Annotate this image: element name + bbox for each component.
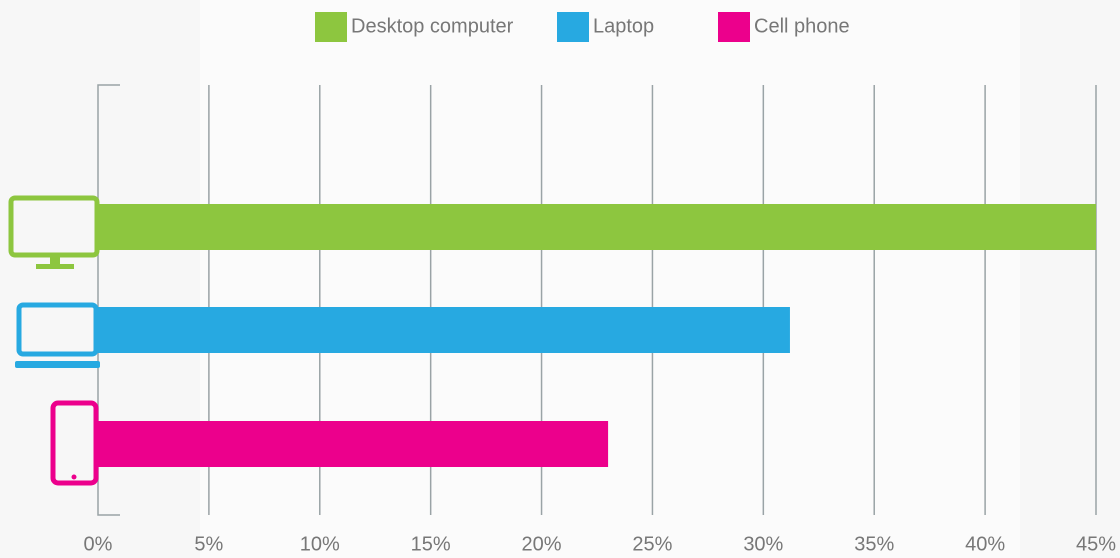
bar	[98, 204, 1096, 250]
legend-swatch	[557, 12, 589, 42]
desktop-icon	[8, 195, 100, 258]
x-tick-label: 15%	[411, 533, 451, 555]
legend-label: Cell phone	[754, 15, 850, 37]
phone-icon	[50, 400, 99, 486]
legend-label: Desktop computer	[351, 15, 514, 37]
icons	[8, 195, 100, 486]
x-tick-label: 20%	[522, 533, 562, 555]
laptop-icon-base	[15, 361, 100, 368]
x-tick-label: 40%	[965, 533, 1005, 555]
x-tick-label: 5%	[194, 533, 223, 555]
bar	[98, 421, 609, 467]
laptop-icon	[16, 302, 99, 357]
x-tick-label: 10%	[300, 533, 340, 555]
x-tick-label: 45%	[1076, 533, 1116, 555]
desktop-icon-base	[36, 264, 74, 269]
desktop-icon-stand	[50, 255, 60, 264]
x-tick-label: 30%	[743, 533, 783, 555]
phone-icon-button	[71, 474, 77, 480]
x-tick-label: 35%	[854, 533, 894, 555]
legend-swatch	[315, 12, 347, 42]
y-axis	[97, 84, 120, 516]
x-tick-label: 0%	[84, 533, 113, 555]
legend-label: Laptop	[593, 15, 654, 37]
bar	[98, 307, 790, 353]
legend-swatch	[718, 12, 750, 42]
x-tick-label: 25%	[632, 533, 672, 555]
panel	[200, 0, 1020, 558]
